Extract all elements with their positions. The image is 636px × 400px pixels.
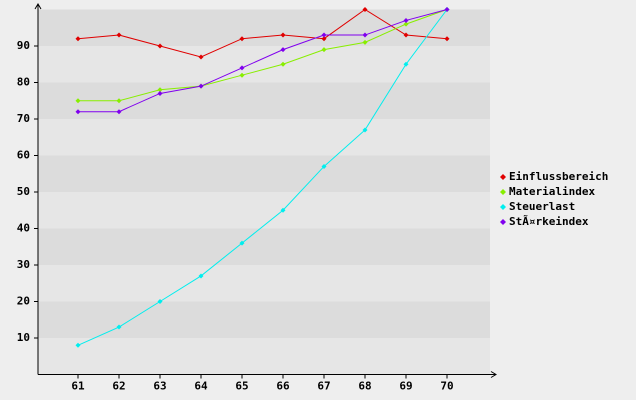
point xyxy=(362,127,368,133)
series-line xyxy=(77,9,448,346)
point xyxy=(280,32,286,38)
band xyxy=(38,301,490,338)
legend-marker xyxy=(500,189,506,195)
y-tick-label: 10 xyxy=(17,331,30,344)
y-arrow xyxy=(34,3,42,10)
point xyxy=(75,342,81,348)
series-line xyxy=(78,9,448,113)
point xyxy=(75,36,81,42)
band xyxy=(38,46,490,83)
x-tick-label: 61 xyxy=(71,380,85,393)
point xyxy=(239,65,245,71)
legend-label: StÃ¤rkeindex xyxy=(509,215,589,228)
x-tick-label: 64 xyxy=(194,380,208,393)
point xyxy=(444,7,450,12)
legend-marker xyxy=(500,204,506,210)
point xyxy=(362,32,368,38)
x-tick-label: 62 xyxy=(112,380,125,393)
point xyxy=(116,98,122,104)
legend-marker xyxy=(500,219,506,225)
x-arrow xyxy=(490,371,497,378)
x-tick-label: 69 xyxy=(399,380,412,393)
band xyxy=(38,265,490,302)
point xyxy=(75,109,81,115)
legend-label: Materialindex xyxy=(509,185,595,198)
x-tick-label: 63 xyxy=(153,380,166,393)
point xyxy=(198,83,204,89)
band xyxy=(38,228,490,265)
point xyxy=(239,72,245,78)
point xyxy=(239,36,245,42)
point xyxy=(198,273,204,279)
point xyxy=(157,87,163,93)
series-line xyxy=(78,9,448,102)
point xyxy=(75,98,81,104)
band xyxy=(38,119,490,156)
point xyxy=(157,90,163,96)
point xyxy=(280,207,286,213)
point xyxy=(157,43,163,49)
point xyxy=(403,21,409,27)
point xyxy=(280,61,286,67)
point xyxy=(362,39,368,45)
point xyxy=(116,109,122,115)
point xyxy=(321,32,327,38)
x-tick-label: 66 xyxy=(276,380,290,393)
point xyxy=(321,47,327,53)
x-tick-label: 67 xyxy=(317,380,330,393)
point xyxy=(116,32,122,38)
legend-label: Steuerlast xyxy=(509,200,575,213)
point xyxy=(239,240,245,246)
point xyxy=(157,299,163,304)
band xyxy=(38,155,490,192)
band xyxy=(38,9,490,46)
band xyxy=(38,192,490,229)
legend-label: Einflussbereich xyxy=(509,170,608,183)
point xyxy=(321,36,327,42)
x-tick-label: 68 xyxy=(358,380,371,393)
x-tick-label: 70 xyxy=(440,380,453,393)
point xyxy=(362,7,368,12)
point xyxy=(403,17,409,23)
point xyxy=(321,163,327,169)
point xyxy=(403,61,409,67)
y-tick-label: 70 xyxy=(17,112,30,125)
point xyxy=(403,32,409,38)
y-tick-label: 30 xyxy=(17,258,30,271)
y-tick-label: 40 xyxy=(17,222,30,235)
y-tick-label: 60 xyxy=(17,149,30,162)
series-line xyxy=(77,8,448,58)
legend-marker xyxy=(500,174,506,180)
y-tick-label: 80 xyxy=(17,76,30,89)
point xyxy=(444,36,450,42)
y-tick-label: 50 xyxy=(17,185,30,198)
point xyxy=(198,54,204,60)
point xyxy=(280,47,286,53)
band xyxy=(38,338,490,375)
y-tick-label: 20 xyxy=(17,295,30,308)
x-tick-label: 65 xyxy=(235,380,248,393)
point xyxy=(116,324,122,330)
y-tick-label: 90 xyxy=(17,39,30,52)
